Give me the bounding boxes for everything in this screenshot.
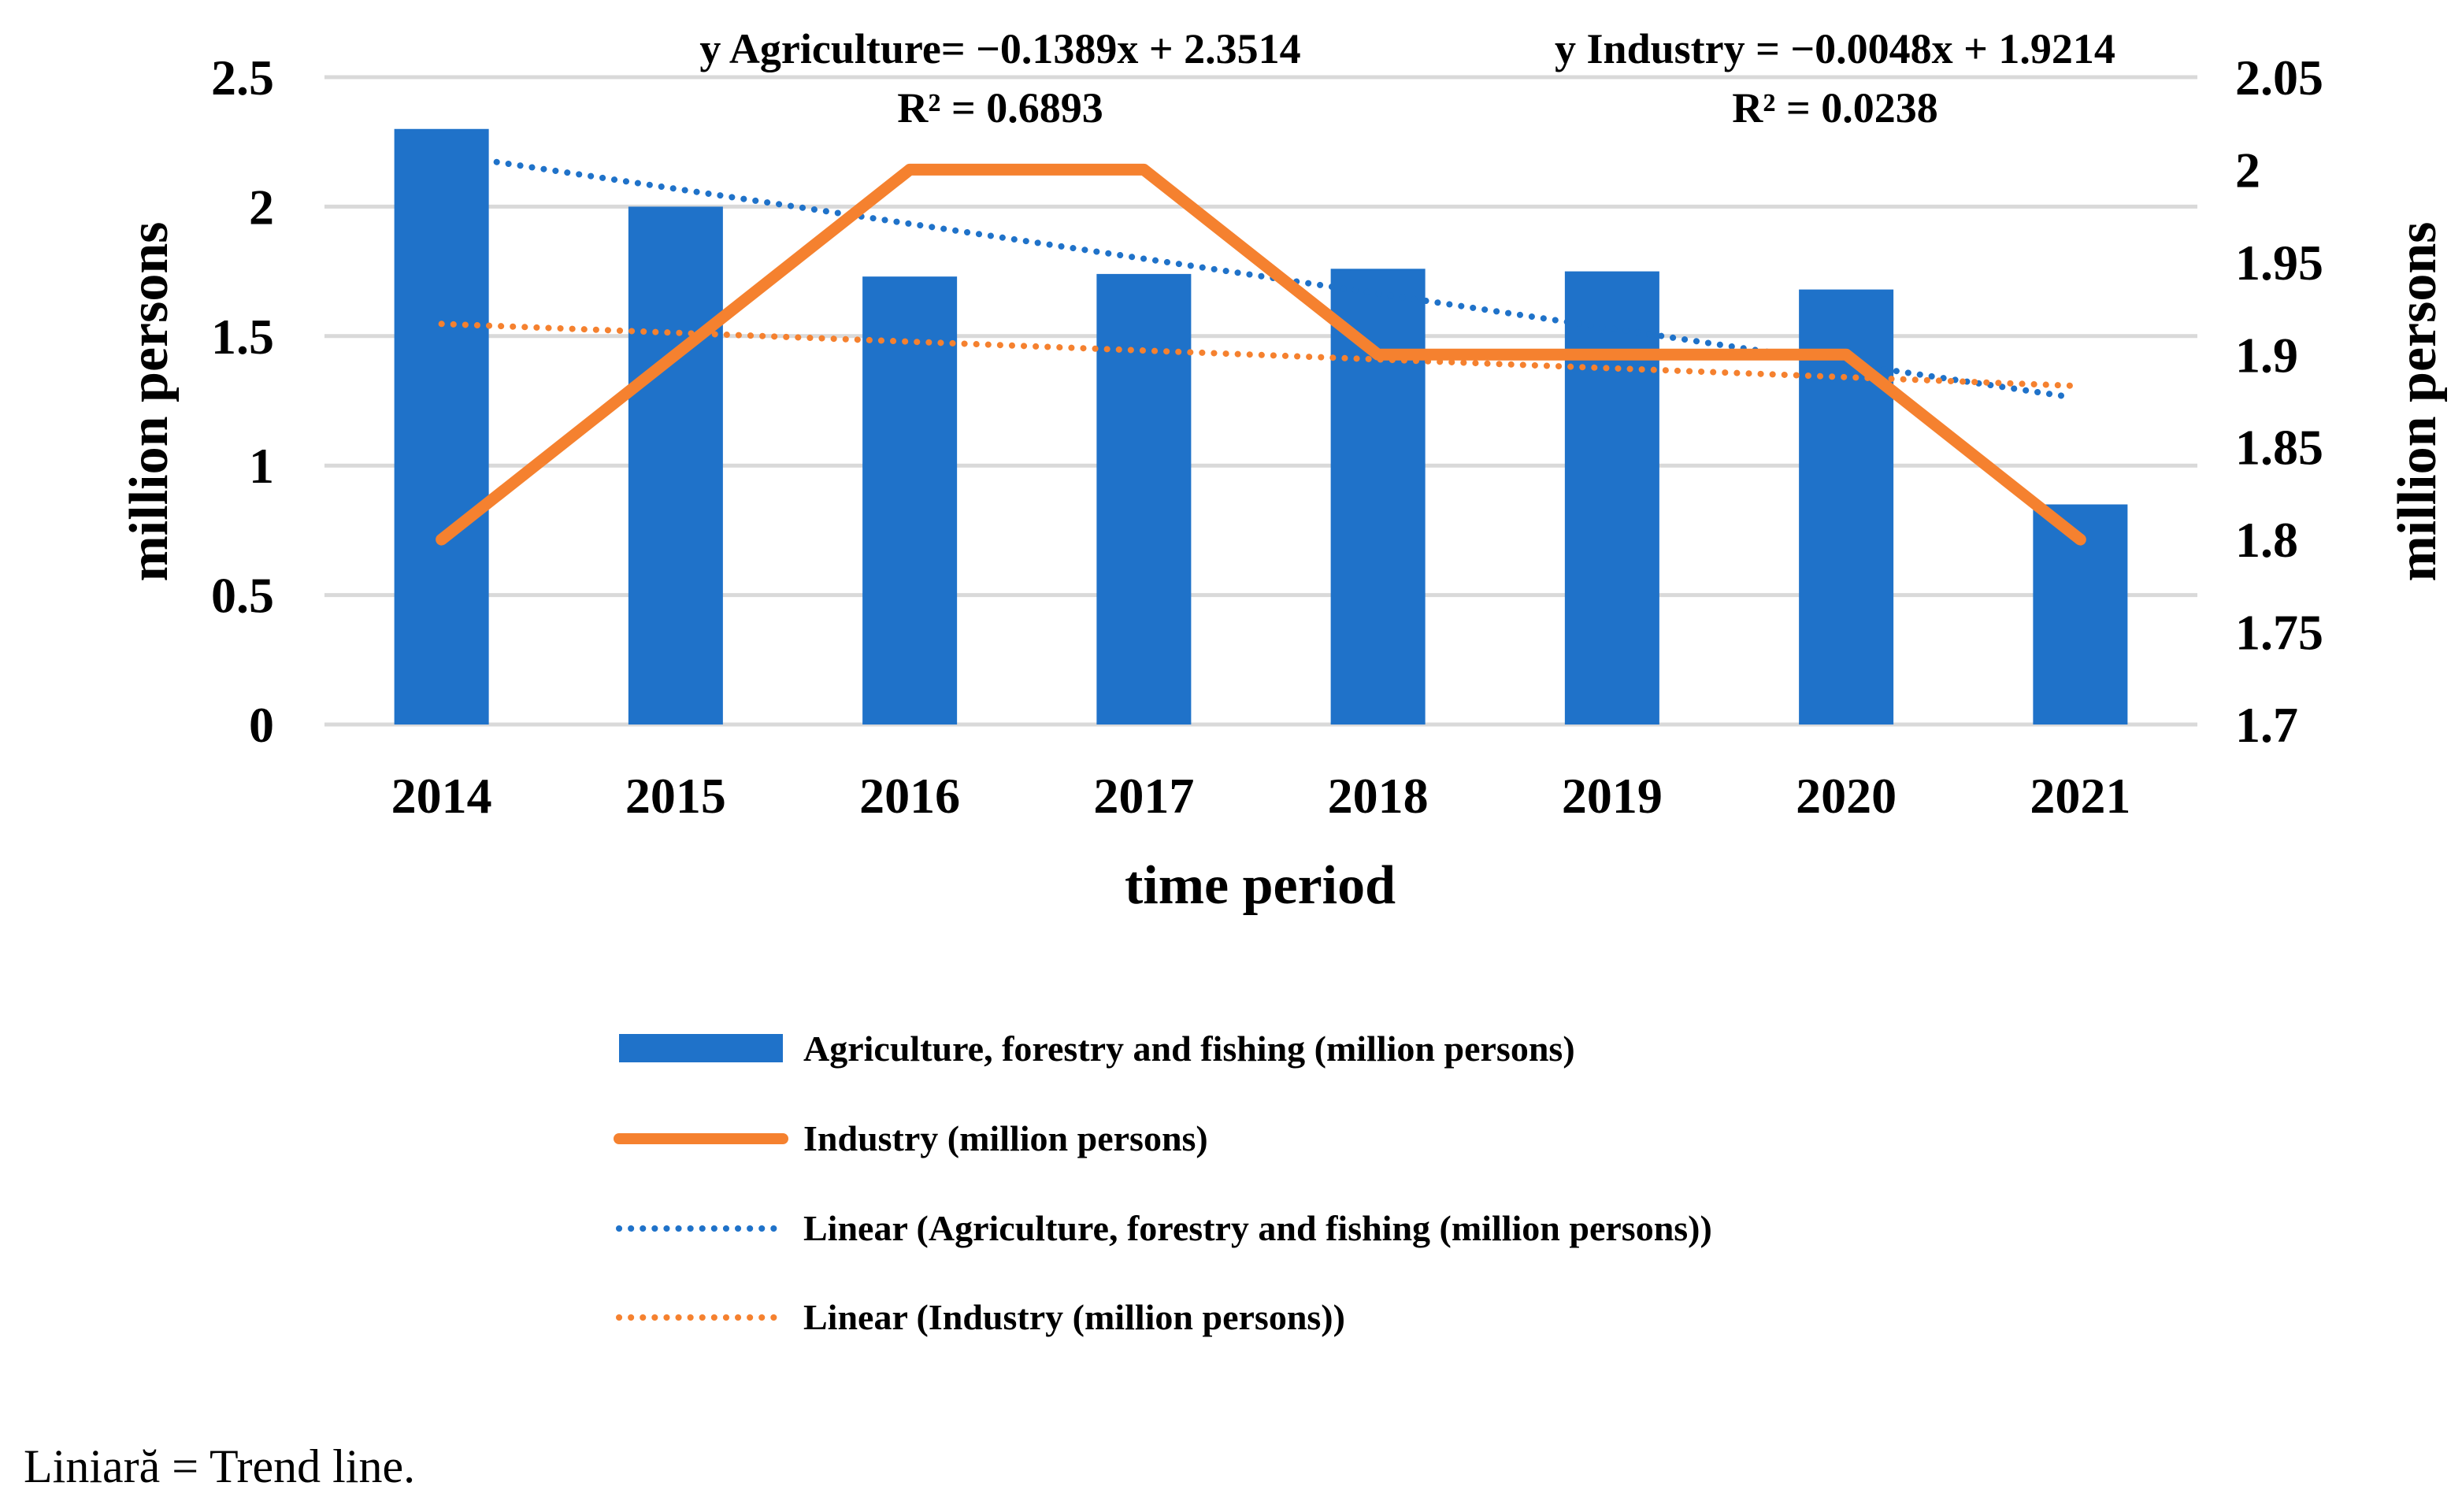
industry-trend-line xyxy=(438,321,2084,390)
legend-label-agriculture: Agriculture, forestry and fishing (milli… xyxy=(803,1028,1575,1069)
x-tick-label: 2015 xyxy=(625,768,726,824)
x-tick-label: 2020 xyxy=(1796,768,1897,824)
bar-2014 xyxy=(394,128,489,724)
y-right-tick-label: 1.85 xyxy=(2235,420,2323,476)
y-right-tick-label: 1.95 xyxy=(2235,235,2323,291)
figure-caption: Liniară = Trend line. xyxy=(24,1440,416,1492)
bar-2016 xyxy=(862,276,958,724)
y-left-tick-label: 2 xyxy=(249,179,274,235)
agriculture-trend-r2: R² = 0.6893 xyxy=(897,84,1103,132)
gridlines xyxy=(324,75,2197,727)
legend-swatch-agriculture xyxy=(619,1034,783,1062)
x-tick-label: 2014 xyxy=(391,768,492,824)
x-tick-label: 2019 xyxy=(1562,768,1663,824)
legend-label-industry-trend: Linear (Industry (million persons)) xyxy=(803,1297,1345,1337)
y-axis-right-ticks: 1.7 1.75 1.8 1.85 1.9 1.95 2 2.05 xyxy=(2235,50,2323,753)
y-right-tick-label: 2.05 xyxy=(2235,50,2323,106)
industry-line xyxy=(436,163,2086,546)
y-left-tick-label: 2.5 xyxy=(211,50,274,106)
bar-2019 xyxy=(1564,271,1659,725)
y-left-tick-label: 1 xyxy=(249,438,274,494)
y-left-tick-label: 1.5 xyxy=(211,309,274,365)
industry-line-series xyxy=(436,163,2086,546)
x-axis-ticks: 2014 2015 2016 2017 2018 2019 2020 2021 xyxy=(391,768,2131,824)
y-axis-left-ticks: 0 0.5 1 1.5 2 2.5 xyxy=(211,50,274,753)
y-right-tick-label: 1.7 xyxy=(2235,697,2298,753)
agriculture-trend-equation: y Agriculture= −0.1389x + 2.3514 xyxy=(699,25,1300,72)
x-tick-label: 2017 xyxy=(1093,768,1194,824)
y-axis-right-title: million persons xyxy=(2387,221,2448,581)
x-tick-label: 2016 xyxy=(859,768,960,824)
y-right-tick-label: 1.8 xyxy=(2235,512,2298,568)
industry-trend-r2: R² = 0.0238 xyxy=(1732,84,1937,132)
bar-2017 xyxy=(1096,273,1192,724)
legend-label-industry: Industry (million persons) xyxy=(803,1118,1208,1158)
agriculture-bars xyxy=(394,128,2128,725)
legend: Agriculture, forestry and fishing (milli… xyxy=(614,1028,1712,1337)
x-tick-label: 2018 xyxy=(1328,768,1429,824)
y-right-tick-label: 1.75 xyxy=(2235,605,2323,661)
y-left-tick-label: 0.5 xyxy=(211,568,274,624)
y-left-tick-label: 0 xyxy=(249,697,274,753)
y-right-tick-label: 1.9 xyxy=(2235,327,2298,383)
bar-2015 xyxy=(628,206,723,724)
y-axis-left-title: million persons xyxy=(119,221,180,581)
industry-trend-equation: y Industry = −0.0048x + 1.9214 xyxy=(1555,25,2115,72)
y-right-tick-label: 2 xyxy=(2235,142,2260,198)
x-tick-label: 2021 xyxy=(2030,768,2130,824)
legend-label-agriculture-trend: Linear (Agriculture, forestry and fishin… xyxy=(803,1208,1712,1248)
bar-2018 xyxy=(1330,269,1426,724)
x-axis-title: time period xyxy=(1125,855,1396,916)
